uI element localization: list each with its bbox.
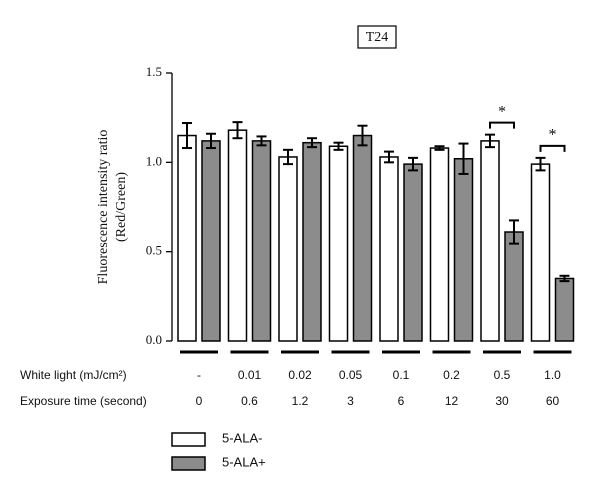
y-tick-label: 1.0 [146,153,162,168]
x-tick-label: 1.2 [292,394,309,408]
error-bar [232,121,243,140]
error-bar [206,132,216,150]
bar [227,129,248,342]
x-tick-label: 0.02 [288,368,312,382]
bar [429,147,450,342]
legend-label: 5-ALA- [222,430,262,445]
error-bar [384,150,394,164]
error-bar [333,141,344,151]
x-tick-label: 0.5 [494,368,511,382]
x-tick-label: 0.01 [238,368,262,382]
error-bar [357,124,368,147]
legend-swatch [171,456,206,471]
bar [480,140,500,342]
error-bar [408,156,418,172]
bar [201,140,221,342]
x-tick-label: 60 [546,394,560,408]
x-tick-label: 1.0 [544,368,561,382]
x-tick-label: 0.1 [393,368,410,382]
x-tick-label: 12 [445,394,459,408]
chart-title: T24 [366,30,389,45]
error-bar [182,122,192,150]
annotation: * [498,103,506,120]
x-tick-label: 6 [398,394,405,408]
bar [403,163,423,342]
x-tick-label: 0.05 [339,368,363,382]
legend-swatch [171,432,206,447]
bar [328,145,349,342]
bar [554,277,575,342]
bar [530,163,551,342]
bar [278,156,298,342]
y-axis-label: Fluorescence intensity ratio [96,130,111,285]
row-label: Exposure time (second) [20,394,147,408]
error-bar [256,135,267,147]
bar [352,134,373,342]
error-bar [458,142,469,175]
x-tick-label: 0 [196,394,203,408]
error-bar [434,145,445,151]
error-bar [307,137,317,149]
x-tick-label: - [197,368,201,382]
y-tick-label: 0.5 [146,243,162,258]
y-tick-label: 1.5 [146,64,162,79]
title-box [357,25,397,49]
bar [379,156,399,342]
error-bar [509,219,519,245]
y-tick-label: 0.0 [146,332,162,347]
error-bar [485,133,495,149]
annotation: * [549,127,557,144]
error-bar [559,274,570,283]
legend-label: 5-ALA+ [222,454,266,469]
x-tick-label: 0.6 [241,394,258,408]
bar [251,140,272,342]
bar [453,158,474,342]
bar [302,141,322,342]
x-tick-label: 0.2 [443,368,460,382]
error-bar [535,156,546,172]
y-axis-label: (Red/Green) [114,172,129,242]
error-bar [283,148,293,166]
significance-bracket [539,144,566,152]
x-tick-label: 3 [347,394,354,408]
significance-bracket [489,121,515,129]
bar [177,134,197,342]
row-label: White light (mJ/cm²) [20,368,127,382]
x-tick-label: 30 [495,394,509,408]
bar [504,231,524,342]
